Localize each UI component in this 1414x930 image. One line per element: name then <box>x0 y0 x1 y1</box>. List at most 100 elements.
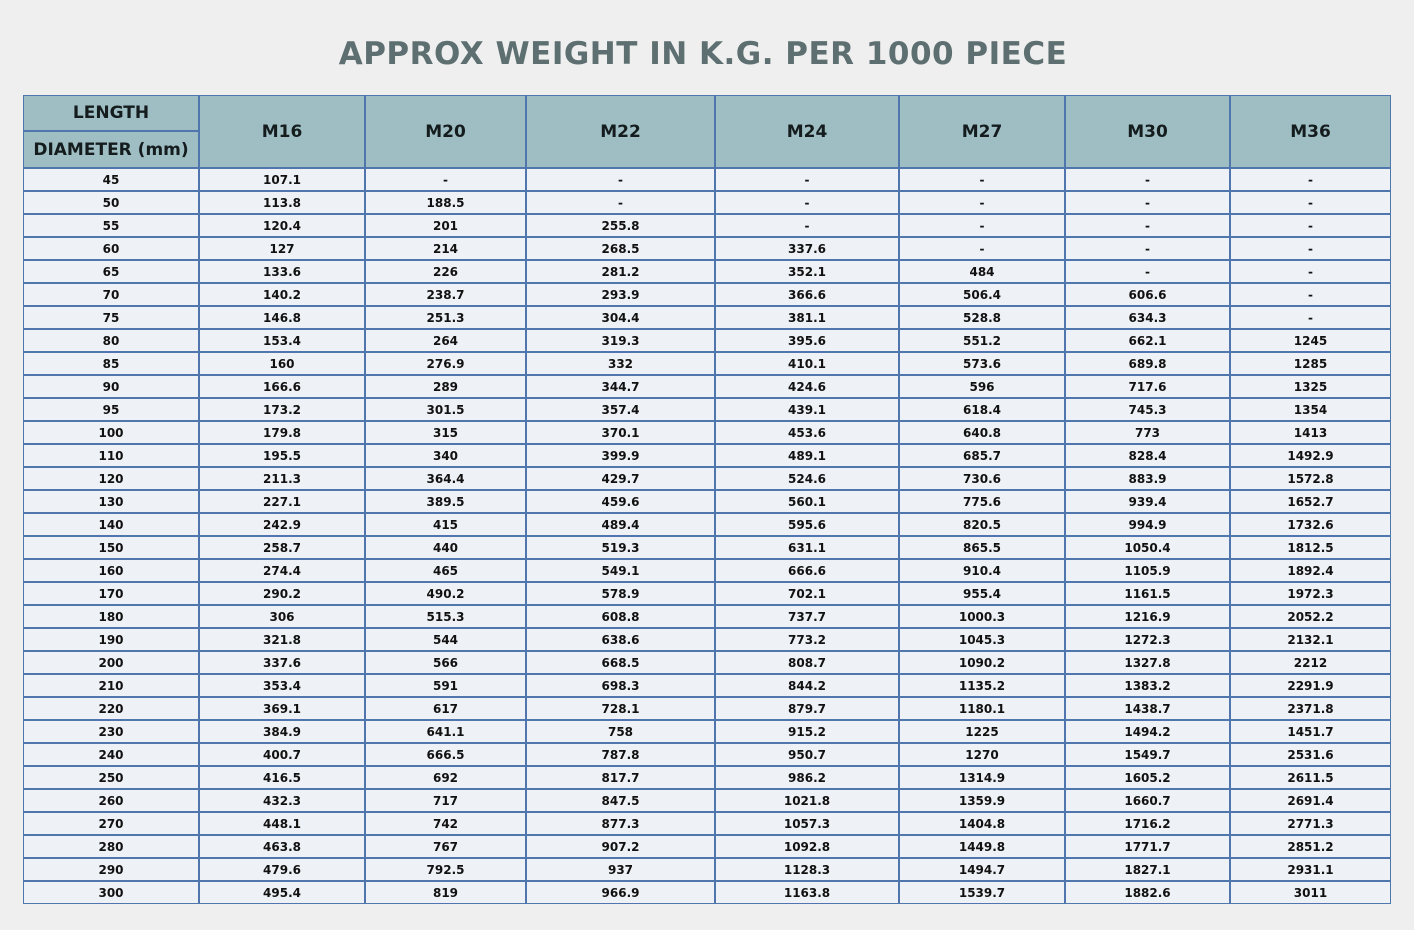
weight-cell: 439.1 <box>715 398 899 421</box>
weight-cell: 994.9 <box>1065 513 1230 536</box>
weight-cell: 465 <box>365 559 526 582</box>
weight-cell: - <box>1065 191 1230 214</box>
weight-cell: 1325 <box>1230 375 1391 398</box>
weight-cell: 596 <box>899 375 1065 398</box>
weight-cell: 251.3 <box>365 306 526 329</box>
weight-cell: 370.1 <box>526 421 715 444</box>
row-length-label: 200 <box>23 651 199 674</box>
weight-cell: 459.6 <box>526 490 715 513</box>
row-length-label: 290 <box>23 858 199 881</box>
weight-cell: 2531.6 <box>1230 743 1391 766</box>
weight-cell: 304.4 <box>526 306 715 329</box>
weight-cell: 844.2 <box>715 674 899 697</box>
weight-cell: - <box>1230 260 1391 283</box>
column-header-m24: M24 <box>715 95 899 168</box>
weight-cell: 745.3 <box>1065 398 1230 421</box>
weight-cell: 242.9 <box>199 513 365 536</box>
page-title: APPROX WEIGHT IN K.G. PER 1000 PIECE <box>338 36 1068 72</box>
weight-cell: 506.4 <box>899 283 1065 306</box>
weight-cell: 2132.1 <box>1230 628 1391 651</box>
weight-cell: 730.6 <box>899 467 1065 490</box>
weight-cell: 2611.5 <box>1230 766 1391 789</box>
weight-cell: 1180.1 <box>899 697 1065 720</box>
weight-cell: 1716.2 <box>1065 812 1230 835</box>
weight-cell: 939.4 <box>1065 490 1230 513</box>
weight-cell: 340 <box>365 444 526 467</box>
weight-cell: 566 <box>365 651 526 674</box>
row-length-label: 140 <box>23 513 199 536</box>
weight-cell: 668.5 <box>526 651 715 674</box>
weight-cell: 332 <box>526 352 715 375</box>
weight-cell: 1812.5 <box>1230 536 1391 559</box>
weight-cell: 634.3 <box>1065 306 1230 329</box>
weight-cell: 792.5 <box>365 858 526 881</box>
weight-cell: 1892.4 <box>1230 559 1391 582</box>
row-length-label: 95 <box>23 398 199 421</box>
row-length-label: 260 <box>23 789 199 812</box>
weight-cell: 1105.9 <box>1065 559 1230 582</box>
weight-cell: - <box>899 168 1065 191</box>
row-length-label: 180 <box>23 605 199 628</box>
weight-cell: 274.4 <box>199 559 365 582</box>
weight-cell: 120.4 <box>199 214 365 237</box>
column-header-m36: M36 <box>1230 95 1391 168</box>
weight-cell: 490.2 <box>365 582 526 605</box>
weight-cell: 591 <box>365 674 526 697</box>
row-length-label: 210 <box>23 674 199 697</box>
row-length-label: 85 <box>23 352 199 375</box>
row-length-label: 300 <box>23 881 199 904</box>
weight-cell: 1827.1 <box>1065 858 1230 881</box>
row-length-label: 100 <box>23 421 199 444</box>
weight-cell: 544 <box>365 628 526 651</box>
weight-cell: 495.4 <box>199 881 365 904</box>
weight-cell: 289 <box>365 375 526 398</box>
weight-cell: - <box>526 168 715 191</box>
weight-cell: 463.8 <box>199 835 365 858</box>
column-header-m16: M16 <box>199 95 365 168</box>
column-header-m20: M20 <box>365 95 526 168</box>
weight-cell: 188.5 <box>365 191 526 214</box>
weight-cell: 395.6 <box>715 329 899 352</box>
weight-cell: 389.5 <box>365 490 526 513</box>
weight-cell: 133.6 <box>199 260 365 283</box>
weight-cell: 258.7 <box>199 536 365 559</box>
weight-cell: - <box>1230 237 1391 260</box>
weight-cell: 1882.6 <box>1065 881 1230 904</box>
weight-cell: 2212 <box>1230 651 1391 674</box>
weight-cell: 1245 <box>1230 329 1391 352</box>
weight-cell: 366.6 <box>715 283 899 306</box>
weight-cell: 578.9 <box>526 582 715 605</box>
weight-cell: 301.5 <box>365 398 526 421</box>
weight-cell: 1354 <box>1230 398 1391 421</box>
weight-cell: 1359.9 <box>899 789 1065 812</box>
weight-cell: 214 <box>365 237 526 260</box>
weight-cell: 293.9 <box>526 283 715 306</box>
row-length-label: 55 <box>23 214 199 237</box>
weight-cell: 337.6 <box>715 237 899 260</box>
weight-cell: 2052.2 <box>1230 605 1391 628</box>
weight-cell: 1492.9 <box>1230 444 1391 467</box>
weight-cell: - <box>365 168 526 191</box>
weight-cell: 2931.1 <box>1230 858 1391 881</box>
row-length-label: 70 <box>23 283 199 306</box>
weight-cell: 524.6 <box>715 467 899 490</box>
weight-cell: 758 <box>526 720 715 743</box>
weight-cell: 618.4 <box>899 398 1065 421</box>
weight-cell: 432.3 <box>199 789 365 812</box>
weight-cell: 227.1 <box>199 490 365 513</box>
weight-cell: - <box>1065 237 1230 260</box>
weight-cell: 415 <box>365 513 526 536</box>
weight-cell: 608.8 <box>526 605 715 628</box>
weight-cell: 344.7 <box>526 375 715 398</box>
weight-cell: 479.6 <box>199 858 365 881</box>
weight-cell: 549.1 <box>526 559 715 582</box>
row-length-label: 65 <box>23 260 199 283</box>
weight-cell: 775.6 <box>899 490 1065 513</box>
weight-cell: 1314.9 <box>899 766 1065 789</box>
weight-cell: 315 <box>365 421 526 444</box>
row-length-label: 190 <box>23 628 199 651</box>
weight-cell: 573.6 <box>899 352 1065 375</box>
weight-cell: 641.1 <box>365 720 526 743</box>
weight-cell: 146.8 <box>199 306 365 329</box>
weight-cell: 950.7 <box>715 743 899 766</box>
